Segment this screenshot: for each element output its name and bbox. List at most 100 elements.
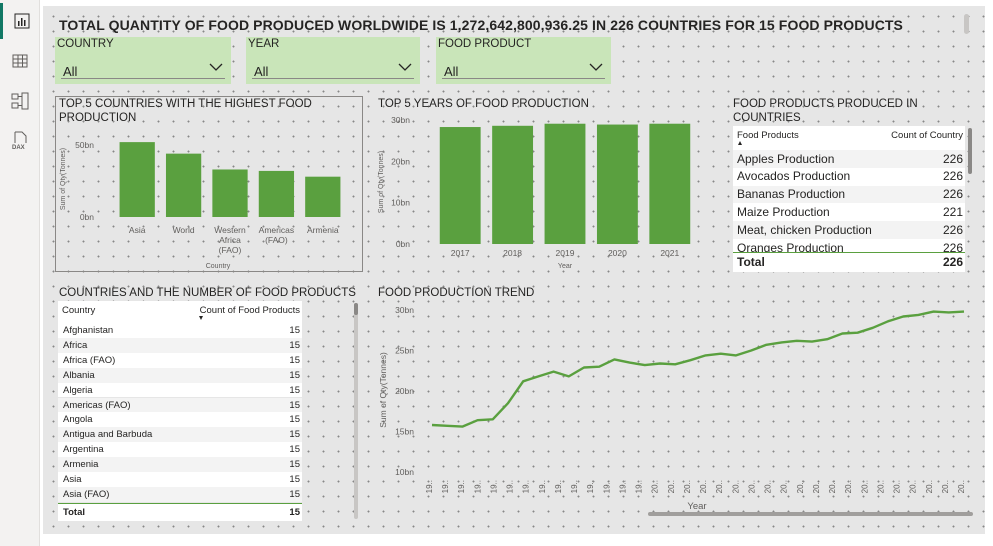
chevron-down-icon[interactable] (398, 63, 412, 72)
table-row[interactable] (58, 412, 302, 428)
x-tick-label: 2021 (660, 248, 679, 258)
food-product-count: 221 (942, 204, 963, 219)
y-tick-label: 0bn (80, 212, 94, 222)
country-name: Afghanistan (63, 325, 114, 336)
country-food-count: 15 (289, 444, 300, 456)
table-row[interactable] (58, 337, 302, 353)
slicer-label: COUNTRY (57, 38, 114, 50)
country-name: Africa (63, 339, 88, 351)
countries-table[interactable]: Country Count of Food Products Afghanistan… (58, 301, 360, 521)
bar (439, 127, 481, 244)
x-tick-label: 20.. (925, 480, 934, 493)
table-row[interactable] (733, 167, 965, 186)
table-row[interactable] (58, 457, 302, 472)
y-tick-label: 20bn (391, 156, 410, 166)
bar (492, 125, 534, 244)
slicer-underline (61, 78, 225, 79)
total-label: Total (63, 507, 85, 518)
table-row[interactable] (58, 382, 302, 398)
total-label: Total (737, 255, 765, 269)
x-tick-label: 19.. (425, 480, 434, 493)
table-scrollbar-thumb[interactable] (354, 303, 358, 315)
top5-years-title: TOP 5 YEARS OF FOOD PRODUCTION (378, 98, 589, 110)
country-name: Americas (FAO) (63, 399, 131, 411)
column-header-food-products[interactable]: Food Products (737, 130, 799, 141)
slicer-underline (252, 78, 414, 79)
x-tick-label: 2017 (451, 248, 470, 258)
y-axis-title: Sum of Qty(Tonnes) (378, 352, 388, 428)
country-food-count: 15 (289, 339, 300, 351)
food-production-trend-chart[interactable]: 30bn 25bn 20bn 15bn 10bn 19.. 19.. 19.. 19.. 19..… (374, 298, 978, 523)
y-tick-label: 10bn (391, 198, 410, 208)
y-axis-title: Sum of Qty(Tonnes) (60, 148, 67, 210)
model-view-icon (11, 92, 29, 110)
table-row[interactable] (58, 323, 302, 338)
food-product-count: 226 (942, 151, 963, 166)
y-tick-label: 50bn (75, 140, 94, 150)
country-name: Africa (FAO) (63, 354, 116, 366)
column-header-country[interactable]: Country (62, 305, 96, 316)
total-row (733, 252, 965, 272)
chevron-down-icon[interactable] (589, 63, 603, 72)
table-row[interactable] (58, 367, 302, 383)
y-tick-label: 10bn (395, 467, 414, 477)
table-row[interactable] (733, 150, 965, 168)
country-slicer[interactable]: COUNTRY All (55, 37, 231, 84)
country-name: Asia (63, 474, 82, 485)
year-slicer[interactable]: YEAR All (246, 37, 420, 84)
chevron-down-icon[interactable] (209, 63, 223, 72)
food-products-table[interactable]: Food Products Count of Country Apples Prod… (733, 126, 973, 272)
y-tick-label: 30bn (391, 115, 410, 125)
table-row[interactable] (58, 352, 302, 368)
x-tick-label: 19.. (618, 480, 627, 493)
table-row[interactable] (733, 221, 965, 239)
x-tick-label: 20.. (941, 480, 950, 493)
bar (212, 169, 248, 217)
country-name: Argentina (63, 444, 104, 456)
food-product-count: 226 (942, 240, 963, 255)
canvas-scrollbar[interactable] (964, 14, 969, 34)
food-product-name: Maize Production (737, 204, 830, 219)
table-view-button[interactable] (0, 43, 40, 79)
model-view-button[interactable] (0, 83, 40, 119)
sort-descending-icon[interactable] (199, 316, 203, 320)
total-value: 15 (289, 507, 300, 518)
table-row[interactable] (58, 427, 302, 443)
x-tick-label: 19.. (538, 480, 547, 493)
table-row[interactable] (58, 442, 302, 458)
x-tick-label: 20.. (812, 480, 821, 493)
slicer-label: YEAR (248, 38, 280, 50)
x-tick-label: Africa (219, 235, 241, 245)
food-product-slicer[interactable]: FOOD PRODUCT All (436, 37, 611, 84)
x-axis-title: Year (687, 501, 706, 512)
column-header-count-of-food-products[interactable]: Count of Food Products (199, 305, 300, 316)
slicer-value: All (254, 64, 269, 79)
table-row[interactable] (58, 472, 302, 487)
table-scrollbar[interactable] (968, 128, 972, 174)
country-name: Armenia (63, 459, 99, 471)
report-view-button[interactable] (0, 3, 40, 39)
country-food-count: 15 (289, 384, 300, 396)
x-tick-label: 20.. (780, 480, 789, 493)
table-row[interactable] (733, 185, 965, 204)
y-axis-title: Sum of Qty(Tonnes) (378, 151, 385, 213)
dax-query-button[interactable]: DAX (0, 123, 40, 159)
country-name: Asia (FAO) (63, 488, 110, 500)
table-row[interactable] (58, 486, 302, 502)
x-tick-label: 20.. (683, 480, 692, 493)
report-view-icon (14, 13, 29, 29)
table-row[interactable] (58, 397, 302, 413)
top5-years-chart[interactable]: 30bn 20bn 10bn 0bn 2017 2018 2019 2020 2021 Year S… (374, 112, 704, 272)
x-tick-label: 19.. (635, 480, 644, 493)
top5-countries-visual-border (55, 96, 363, 272)
food-product-name: Avocados Production (737, 169, 851, 184)
x-tick-label: 20.. (699, 480, 708, 493)
column-header-count-of-country[interactable]: Count of Country (891, 130, 963, 141)
country-food-count: 15 (289, 354, 300, 366)
x-tick-label: 20.. (957, 480, 966, 493)
bar (258, 170, 295, 217)
sort-ascending-icon[interactable] (738, 141, 742, 145)
table-row[interactable] (733, 203, 965, 222)
x-tick-label: 20.. (651, 480, 660, 493)
